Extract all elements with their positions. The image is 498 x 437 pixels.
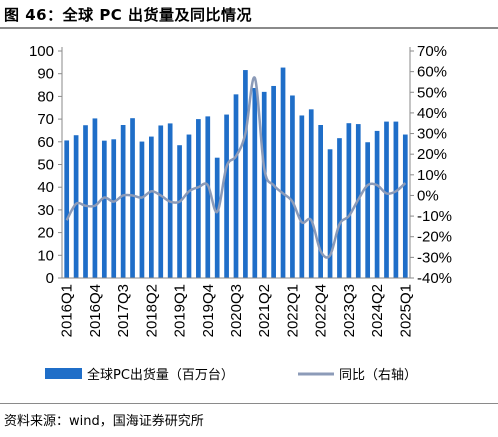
right-tick-label: -30% [417, 249, 452, 266]
right-tick-label: 50% [417, 84, 447, 101]
legend-line-label: 同比（右轴） [339, 368, 417, 383]
right-tick-label: 20% [417, 146, 447, 163]
right-tick-label: 70% [417, 43, 447, 60]
chart-title: 图 46：全球 PC 出货量及同比情况 [4, 6, 253, 24]
x-axis-ticks: 2016Q1 2016Q4 2017Q3 2018Q2 2019Q1 2019Q4 2020… [59, 284, 415, 337]
bar-2022Q4 [318, 125, 323, 278]
bar-2016Q4 [92, 118, 98, 278]
right-tick-label: -20% [417, 229, 452, 246]
right-tick-label: -40% [417, 270, 452, 287]
x-tick-label: 2019Q4 [200, 284, 217, 337]
bar-2024Q3 [384, 121, 389, 278]
bar-2020Q1 [214, 157, 220, 278]
bar-2023Q2 [337, 138, 342, 278]
bar-2024Q4 [393, 121, 399, 278]
bar-2017Q3 [120, 125, 126, 278]
bar-2021Q1 [252, 88, 258, 278]
left-tick-label: 50 [37, 157, 54, 174]
bar-2021Q4 [280, 67, 286, 278]
legend-bar-swatch [45, 368, 82, 379]
left-tick-label: 60 [37, 134, 54, 151]
x-tick-label: 2018Q2 [143, 284, 160, 337]
left-tick-label: 0 [46, 270, 54, 287]
left-tick-label: 70 [37, 111, 54, 128]
left-tick-label: 30 [37, 202, 54, 219]
bar-2018Q3 [158, 125, 164, 279]
left-tick-label: 80 [37, 88, 54, 105]
left-tick-label: 20 [37, 225, 54, 242]
left-tick-label: 40 [37, 179, 54, 196]
bar-2019Q4 [205, 116, 211, 278]
combo-chart: 0 10 20 30 40 50 60 70 80 90 100 -40% -30% -20% -10% 0… [29, 43, 452, 383]
bar-2020Q3 [233, 94, 239, 278]
x-tick-label: 2021Q2 [256, 284, 273, 337]
bar-2024Q2 [374, 130, 380, 278]
bar-series [64, 67, 408, 279]
right-tick-label: 60% [417, 64, 447, 81]
x-tick-label: 2022Q4 [313, 284, 330, 337]
bar-2017Q2 [111, 139, 117, 278]
source-note: 资料来源：wind，国海证券研究所 [4, 414, 204, 429]
x-tick-label: 2016Q1 [59, 284, 76, 337]
source-divider [0, 403, 498, 404]
right-tick-label: 0% [417, 187, 439, 204]
x-tick-label: 2016Q4 [87, 284, 104, 337]
left-tick-label: 10 [37, 247, 54, 264]
bar-2022Q3 [308, 109, 314, 278]
x-tick-label: 2022Q1 [284, 284, 301, 337]
bar-2016Q2 [73, 135, 79, 278]
left-axis-ticks: 0 10 20 30 40 50 60 70 80 90 100 [29, 43, 62, 287]
bar-2023Q1 [327, 149, 333, 278]
right-tick-label: 10% [417, 167, 447, 184]
bar-2020Q4 [243, 70, 248, 278]
left-tick-label: 90 [37, 66, 54, 83]
bar-2017Q4 [130, 118, 135, 278]
bar-2016Q1 [64, 140, 70, 278]
right-axis-ticks: -40% -30% -20% -10% 0% 10% 20% 30% 40% 50% 60% 70% [410, 43, 452, 287]
bar-2021Q3 [271, 85, 276, 279]
left-tick-label: 100 [29, 43, 54, 60]
title-divider [0, 27, 498, 29]
x-tick-label: 2017Q3 [115, 284, 132, 337]
bar-2024Q1 [365, 142, 371, 278]
yoy-line-path [65, 76, 407, 259]
legend-bar-label: 全球PC出货量（百万台） [87, 367, 234, 383]
bar-2022Q2 [299, 115, 305, 278]
right-tick-label: 40% [417, 105, 447, 122]
bar-2017Q1 [101, 140, 107, 278]
bar-2025Q1 [402, 134, 408, 278]
legend: 全球PC出货量（百万台） 同比（右轴） [45, 367, 417, 383]
x-tick-label: 2025Q1 [397, 284, 414, 337]
bar-2023Q3 [346, 123, 352, 278]
x-tick-label: 2023Q3 [341, 284, 358, 337]
bar-2016Q3 [83, 125, 88, 278]
bar-2018Q2 [149, 136, 154, 278]
bar-2022Q1 [290, 95, 295, 279]
right-tick-label: 30% [417, 126, 447, 143]
bar-2018Q1 [139, 141, 145, 278]
bar-2019Q1 [177, 145, 182, 278]
x-tick-label: 2019Q1 [172, 284, 189, 337]
x-tick-label: 2024Q2 [369, 284, 386, 337]
bar-2019Q3 [196, 119, 201, 278]
right-tick-label: -10% [417, 208, 452, 225]
bar-2019Q2 [186, 134, 192, 278]
bar-2021Q2 [261, 91, 267, 278]
x-tick-label: 2020Q3 [228, 284, 245, 337]
bar-2020Q2 [224, 114, 229, 278]
